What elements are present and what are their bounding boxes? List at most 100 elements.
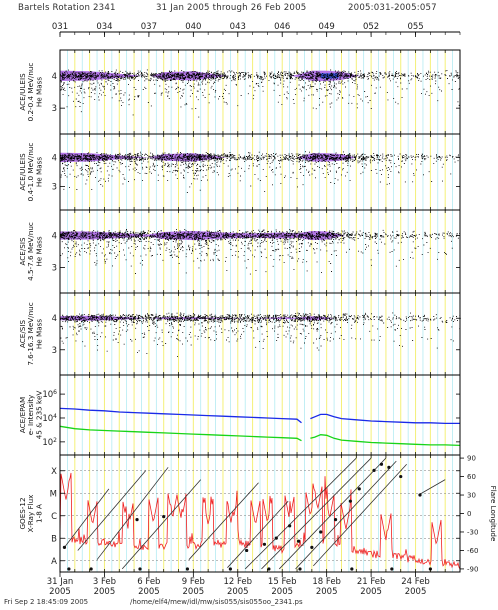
flare-marker: [399, 474, 403, 479]
density-band: [323, 317, 327, 320]
y-axis-label-line: He Mass: [34, 157, 43, 187]
y-tick-label: 4: [52, 153, 57, 163]
footer-path: /home/elf4/mew/idl/mw/sis055/sis055oo_23…: [130, 598, 303, 606]
density-band: [116, 155, 120, 160]
density-band: [224, 317, 228, 319]
flare-longitude-track: [96, 467, 169, 560]
density-band: [191, 230, 195, 241]
y-tick-label: 4: [52, 314, 57, 324]
density-band: [296, 317, 300, 319]
density-band: [308, 153, 312, 162]
flare-longitude-track: [188, 482, 259, 560]
density-band: [263, 317, 267, 319]
density-band: [167, 317, 171, 320]
density-band: [341, 154, 345, 161]
density-band: [203, 72, 207, 79]
density-band: [119, 73, 123, 78]
density-band: [125, 233, 129, 238]
flare-marker: [262, 542, 267, 546]
density-band: [80, 153, 84, 162]
flare-longitude-track: [418, 479, 446, 496]
density-band: [71, 231, 75, 240]
density-band: [128, 233, 132, 238]
density-band: [311, 230, 315, 241]
density-band: [113, 73, 117, 79]
density-band: [191, 317, 195, 320]
flare-bottom-marker: [298, 567, 302, 571]
density-band: [338, 234, 342, 237]
density-band: [215, 317, 219, 319]
density-band: [206, 73, 210, 79]
y-axis-label-line: 7.6-16.3 MeV/nuc: [26, 302, 35, 365]
density-band: [293, 317, 297, 319]
density-band: [317, 316, 321, 320]
flare-marker: [333, 518, 338, 522]
density-band: [314, 316, 318, 320]
date-tick-day: 12 Feb: [223, 577, 252, 587]
y2-tick-label: 0: [467, 510, 471, 518]
date-tick-day: 31 Jan: [47, 577, 74, 587]
y-axis-label-line: He Mass: [34, 236, 43, 266]
density-band: [242, 233, 246, 238]
y-axis-label-line: 1-8 A: [34, 504, 43, 523]
density-band: [308, 71, 312, 81]
density-band: [302, 72, 306, 79]
flare-longitude-track: [261, 457, 372, 570]
y-axis-label-line: GOES-12: [18, 497, 27, 529]
density-band: [95, 231, 99, 240]
date-tick-year: 2005: [94, 587, 116, 597]
date-tick-year: 2005: [227, 587, 249, 597]
flare-bottom-marker: [228, 567, 232, 571]
panel-frame: [59, 454, 461, 573]
flare-longitude-track: [244, 457, 357, 570]
doy-tick-label: 034: [96, 22, 112, 32]
y-tick-label: C: [51, 512, 57, 522]
y-axis-label-line: ACE/SIS: [18, 320, 27, 348]
density-band: [170, 317, 174, 320]
density-band: [296, 157, 300, 158]
flare-marker: [379, 462, 384, 466]
date-tick-year: 2005: [405, 587, 427, 597]
flare-longitude-track: [295, 460, 397, 570]
density-band: [86, 153, 90, 162]
doy-tick-label: 043: [230, 22, 246, 32]
y-tick-label: 3: [52, 263, 57, 273]
density-band: [74, 152, 78, 162]
scatter-points: [60, 151, 461, 193]
y-tick-label: 102: [42, 437, 57, 448]
density-band: [218, 156, 222, 159]
doy-tick-label: 055: [407, 22, 423, 32]
density-band: [149, 234, 153, 237]
flare-marker: [245, 548, 249, 553]
y-axis-label-line: 4.5-7.6 MeV/nuc: [26, 222, 35, 281]
header-doy-range: 2005:031-2005:057: [348, 3, 437, 13]
doy-tick-label: 049: [319, 22, 335, 32]
flare-marker: [135, 518, 139, 522]
xray-flux-line: [59, 472, 461, 570]
density-band: [200, 72, 204, 80]
date-tick-day: 18 Feb: [312, 577, 341, 587]
scatter-points: [60, 69, 461, 118]
y-axis-label-line: 45 & 235 keV: [34, 391, 43, 440]
density-band: [107, 232, 111, 239]
date-tick-day: 21 Feb: [357, 577, 386, 587]
density-band: [74, 315, 78, 321]
density-band: [185, 71, 189, 81]
density-band: [155, 233, 159, 238]
flare-bottom-marker: [350, 567, 354, 571]
date-tick-year: 2005: [138, 587, 160, 597]
density-band: [119, 316, 123, 320]
y-axis-label: ACE/SIS4.5-7.6 MeV/nucHe Mass: [18, 222, 43, 281]
y-tick-label: 4: [52, 72, 57, 82]
density-band: [71, 152, 75, 162]
density-band: [134, 75, 138, 77]
density-band: [149, 156, 153, 158]
y-axis-label: ACE/ULEIS0.4-1.0 MeV/nucHe Mass: [18, 143, 43, 202]
density-band: [179, 317, 183, 320]
density-band: [134, 233, 138, 238]
density-band: [272, 317, 276, 319]
flare-longitude-track: [64, 488, 110, 548]
